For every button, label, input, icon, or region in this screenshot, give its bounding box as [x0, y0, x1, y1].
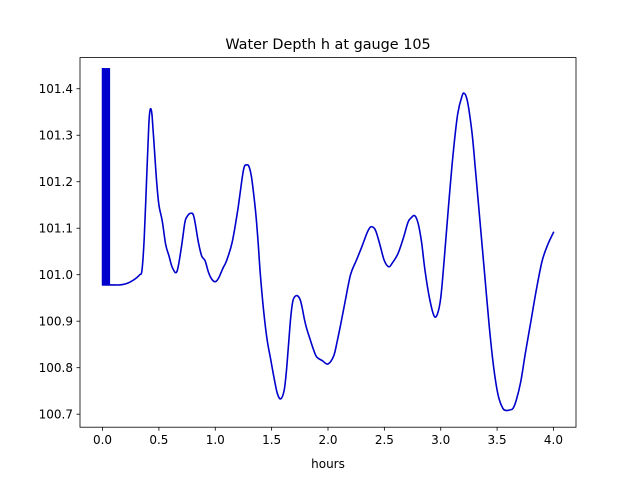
y-tick-label: 101.4 [39, 82, 73, 96]
plot-background [80, 57, 576, 428]
x-tick-label: 3.0 [431, 433, 450, 447]
x-tick-label: 1.5 [262, 433, 281, 447]
chart-title: Water Depth h at gauge 105 [225, 37, 430, 53]
y-axis-ticks: 100.7 100.8 100.9 101.0 101.1 101.2 101.3 101.4 [39, 82, 80, 421]
series-layer [101, 67, 555, 412]
x-tick-label: 4.0 [544, 433, 563, 447]
y-tick-label: 100.9 [39, 314, 73, 328]
x-axis-label: hours [311, 457, 345, 471]
y-tick-label: 101.2 [39, 175, 73, 189]
y-tick-label: 100.8 [39, 361, 73, 375]
x-tick-label: 2.5 [375, 433, 394, 447]
y-tick-label: 101.3 [39, 128, 73, 142]
y-tick-label: 100.7 [39, 407, 73, 421]
x-tick-label: 1.0 [206, 433, 225, 447]
x-tick-label: 2.0 [318, 433, 337, 447]
x-tick-label: 3.5 [488, 433, 507, 447]
y-tick-label: 101.1 [39, 221, 73, 235]
y-tick-label: 101.0 [39, 268, 73, 282]
x-tick-label: 0.0 [93, 433, 112, 447]
x-tick-label: 0.5 [149, 433, 168, 447]
series-line-0 [101, 67, 555, 412]
x-axis-ticks: 0.0 0.5 1.0 1.5 2.0 2.5 3.0 3.5 4.0 [93, 427, 563, 447]
plot-area [80, 57, 576, 428]
